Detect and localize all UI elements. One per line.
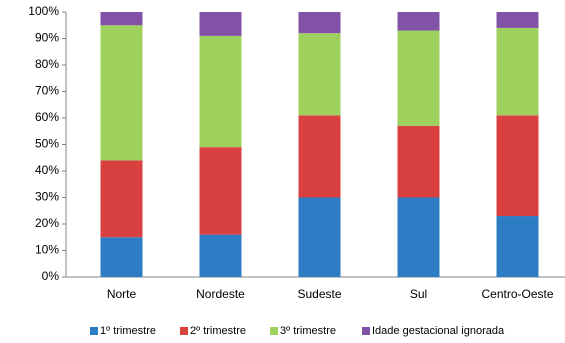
- bar-segment: [496, 12, 539, 28]
- legend-swatch: [270, 327, 278, 335]
- y-tick-label: 50%: [35, 137, 59, 151]
- bar-segment: [496, 115, 539, 217]
- x-tick-label: Nordeste: [196, 287, 245, 301]
- x-tick-label: Sul: [410, 287, 427, 301]
- bar-segment: [298, 197, 341, 277]
- bar-segment: [397, 30, 440, 126]
- x-tick-label: Centro-Oeste: [481, 287, 553, 301]
- bar-segment: [496, 216, 539, 277]
- bar-segment: [100, 25, 143, 161]
- bar-segment: [397, 197, 440, 277]
- y-tick-label: 30%: [35, 190, 59, 204]
- bar-segment: [496, 27, 539, 116]
- x-tick-label: Norte: [107, 287, 137, 301]
- bar-segment: [100, 160, 143, 238]
- legend-swatch: [90, 327, 98, 335]
- bar-segment: [100, 12, 143, 26]
- legend-swatch: [362, 327, 370, 335]
- y-tick-label: 90%: [35, 31, 59, 45]
- y-tick-label: 80%: [35, 57, 59, 71]
- bar-segment: [397, 12, 440, 31]
- y-tick-label: 10%: [35, 243, 59, 257]
- legend-label: 3º trimestre: [280, 325, 336, 337]
- y-tick-label: 100%: [28, 4, 59, 18]
- bar-segment: [298, 33, 341, 116]
- bar-segment: [199, 147, 242, 235]
- bar-segment: [100, 237, 143, 277]
- x-tick-label: Sudeste: [297, 287, 341, 301]
- legend-label: Idade gestacional ignorada: [372, 325, 505, 337]
- bar-segment: [298, 12, 341, 34]
- bar-segment: [199, 234, 242, 277]
- bar-segment: [199, 35, 242, 148]
- legend-swatch: [180, 327, 188, 335]
- y-tick-label: 60%: [35, 110, 59, 124]
- bar-segment: [199, 12, 242, 36]
- legend-label: 2º trimestre: [190, 325, 246, 337]
- y-tick-label: 0%: [42, 269, 60, 283]
- bar-segment: [397, 125, 440, 198]
- legend-label: 1º trimestre: [100, 325, 156, 337]
- y-tick-label: 20%: [35, 216, 59, 230]
- y-tick-label: 70%: [35, 84, 59, 98]
- bar-segment: [298, 115, 341, 198]
- y-tick-label: 40%: [35, 163, 59, 177]
